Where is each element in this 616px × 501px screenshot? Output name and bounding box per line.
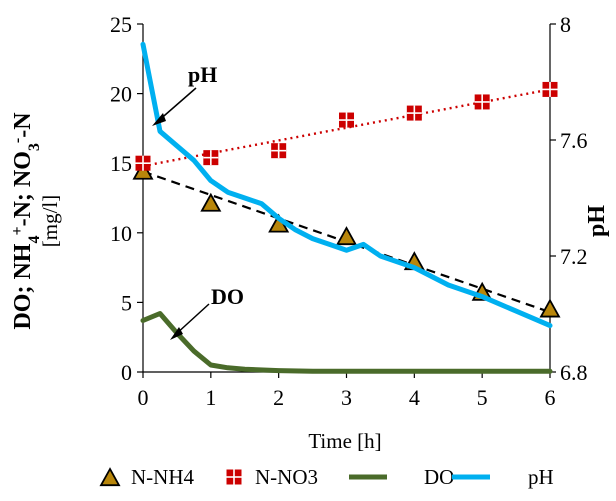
n-no3-point	[203, 150, 219, 166]
y-right-tick-label: 7.2	[560, 244, 588, 269]
annotation-ph-arrowhead	[152, 113, 166, 126]
x-tick-label: 2	[273, 385, 284, 410]
y-right-tick-label: 8	[560, 12, 571, 37]
annotation-do-arrow-line	[174, 303, 210, 336]
x-tick-label: 1	[205, 385, 216, 410]
y-axis-right-title: pH	[584, 205, 610, 237]
ylabel-units: [mg/l]	[38, 195, 62, 248]
ylabel-part-3: -N; NO	[10, 151, 36, 226]
x-tick-label: 5	[477, 385, 488, 410]
x-axis-title: Time [h]	[308, 429, 381, 453]
y-right-tick-label: 6.8	[560, 360, 588, 385]
n-no3-point	[271, 143, 287, 159]
y-left-tick-label: 0	[121, 360, 132, 385]
n-nh4-point	[335, 226, 358, 246]
y-right-tick-label: 7.6	[560, 128, 588, 153]
annotation-layer: pH DO	[152, 62, 244, 340]
y-axis-left-title: DO; NH4+-N; NO3--N [mg/l]	[9, 112, 63, 330]
ylabel-part-4: 3	[26, 143, 43, 151]
legend-n-no3-label: N-NO3	[255, 465, 318, 489]
n-no3-point	[406, 105, 422, 121]
ylabel-part-1: 4	[26, 236, 43, 244]
x-tick-label: 4	[409, 385, 420, 410]
axes-layer: 0 1 2 3 4 5 6 0 5 10 15 20 25 6.8 7.2 7.6 8	[110, 12, 588, 410]
ylabel-part-2: +	[9, 226, 26, 235]
legend-n-nh4-swatch	[99, 467, 121, 487]
legend-do-label: DO	[424, 465, 454, 489]
svg-text:DO; NH4+-N; NO3--N: DO; NH4+-N; NO3--N	[9, 112, 43, 330]
n-no3-point	[135, 155, 151, 171]
annotation-do-label: DO	[211, 284, 244, 309]
legend-n-no3-swatch	[226, 469, 242, 485]
legend: N-NH4 N-NO3 DO pH	[99, 465, 554, 489]
annotation-ph-label: pH	[188, 62, 217, 87]
n-no3-point	[542, 81, 558, 97]
do-line	[140, 311, 553, 374]
n-no3-point	[339, 112, 354, 128]
legend-ph-label: pH	[528, 465, 554, 489]
n-nh4-point	[200, 192, 222, 212]
annotation-do-arrowhead	[170, 327, 183, 340]
n-no3-point	[474, 94, 490, 110]
x-tick-label: 0	[138, 385, 149, 410]
ylabel-part-0: DO; NH	[10, 243, 36, 329]
ylabel-part-5: -	[9, 138, 26, 143]
x-tick-label: 3	[341, 385, 352, 410]
x-tick-label: 6	[545, 385, 556, 410]
y-left-tick-label: 15	[110, 151, 132, 176]
y-left-tick-label: 5	[121, 290, 132, 315]
legend-n-nh4-label: N-NH4	[131, 465, 194, 489]
n-nh4-point	[539, 298, 561, 318]
ylabel-part-6: -N	[10, 112, 36, 138]
y-left-tick-label: 10	[110, 221, 132, 246]
ph-line	[140, 41, 553, 329]
y-left-tick-label: 25	[110, 12, 132, 37]
series-layer	[132, 41, 561, 374]
y-left-tick-label: 20	[110, 82, 132, 107]
